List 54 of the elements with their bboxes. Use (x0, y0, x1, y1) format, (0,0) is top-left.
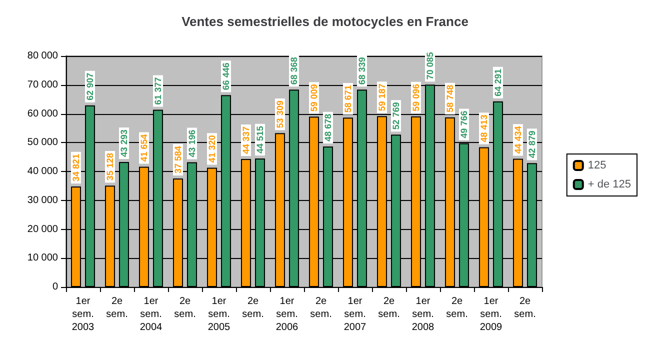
data-label: 64 291 (493, 68, 503, 96)
y-tick-label: 10 000 (27, 252, 58, 264)
chart-title: Ventes semestrielles de motocycles en France (182, 14, 468, 29)
x-tick-label: 1er sem. 2008 (412, 296, 435, 333)
data-label: 61 377 (153, 77, 163, 105)
data-label: 58 671 (343, 85, 353, 113)
data-label: 41 654 (139, 134, 149, 162)
y-tick-label: 60 000 (27, 108, 58, 120)
legend-label: + de 125 (588, 178, 631, 190)
x-tick-label: 1er sem. 2003 (72, 296, 95, 333)
x-tick-label: 2e sem. (310, 296, 332, 320)
x-tick-label: 2e sem. (174, 296, 196, 320)
x-tick-label: 1er sem. 2005 (208, 296, 231, 333)
y-tick-label: 30 000 (27, 194, 58, 206)
data-label: 70 085 (425, 52, 435, 80)
data-label: 53 309 (275, 100, 285, 128)
x-tick-label: 2e sem. (446, 296, 468, 320)
data-label: 58 748 (445, 84, 455, 112)
data-label: 62 907 (85, 72, 95, 100)
legend-label: 125 (588, 160, 606, 172)
data-label: 44 515 (255, 126, 265, 154)
data-label: 48 413 (479, 114, 489, 142)
y-tick-label: 0 (52, 282, 58, 292)
x-tick-label: 2e sem. (242, 296, 264, 320)
y-tick-label: 70 000 (27, 79, 58, 90)
data-label: 68 339 (357, 57, 367, 85)
data-label: 42 879 (527, 130, 537, 158)
x-tick-label: 2e sem. (514, 296, 536, 320)
data-label: 44 337 (241, 126, 251, 154)
data-label: 44 434 (513, 126, 523, 154)
x-tick-label: 2e sem. (378, 296, 400, 320)
x-tick-label: 1er sem. 2009 (480, 296, 503, 333)
data-label: 35 128 (105, 153, 115, 181)
data-label: 37 584 (173, 146, 183, 174)
y-tick-label: 20 000 (27, 224, 58, 235)
x-tick-label: 1er sem. 2004 (140, 296, 163, 333)
data-label: 66 446 (221, 62, 231, 90)
data-label: 52 769 (391, 102, 401, 130)
data-label: 41 320 (207, 135, 217, 163)
data-label: 59 187 (377, 84, 387, 112)
x-tick-label: 1er sem. 2006 (276, 296, 299, 333)
y-tick-label: 80 000 (27, 50, 58, 62)
x-tick-label: 2e sem. (106, 296, 128, 320)
y-tick-label: 40 000 (27, 166, 58, 177)
data-label: 43 196 (187, 130, 197, 158)
data-label: 68 368 (289, 57, 299, 85)
y-tick-label: 50 000 (27, 137, 58, 148)
data-label: 34 821 (71, 154, 81, 182)
data-label: 49 766 (459, 110, 469, 138)
x-tick-label: 1er sem. 2007 (344, 296, 367, 333)
data-label: 59 009 (309, 84, 319, 112)
data-label: 48 678 (323, 114, 333, 142)
data-label: 59 096 (411, 84, 421, 112)
data-label: 43 293 (119, 129, 129, 157)
